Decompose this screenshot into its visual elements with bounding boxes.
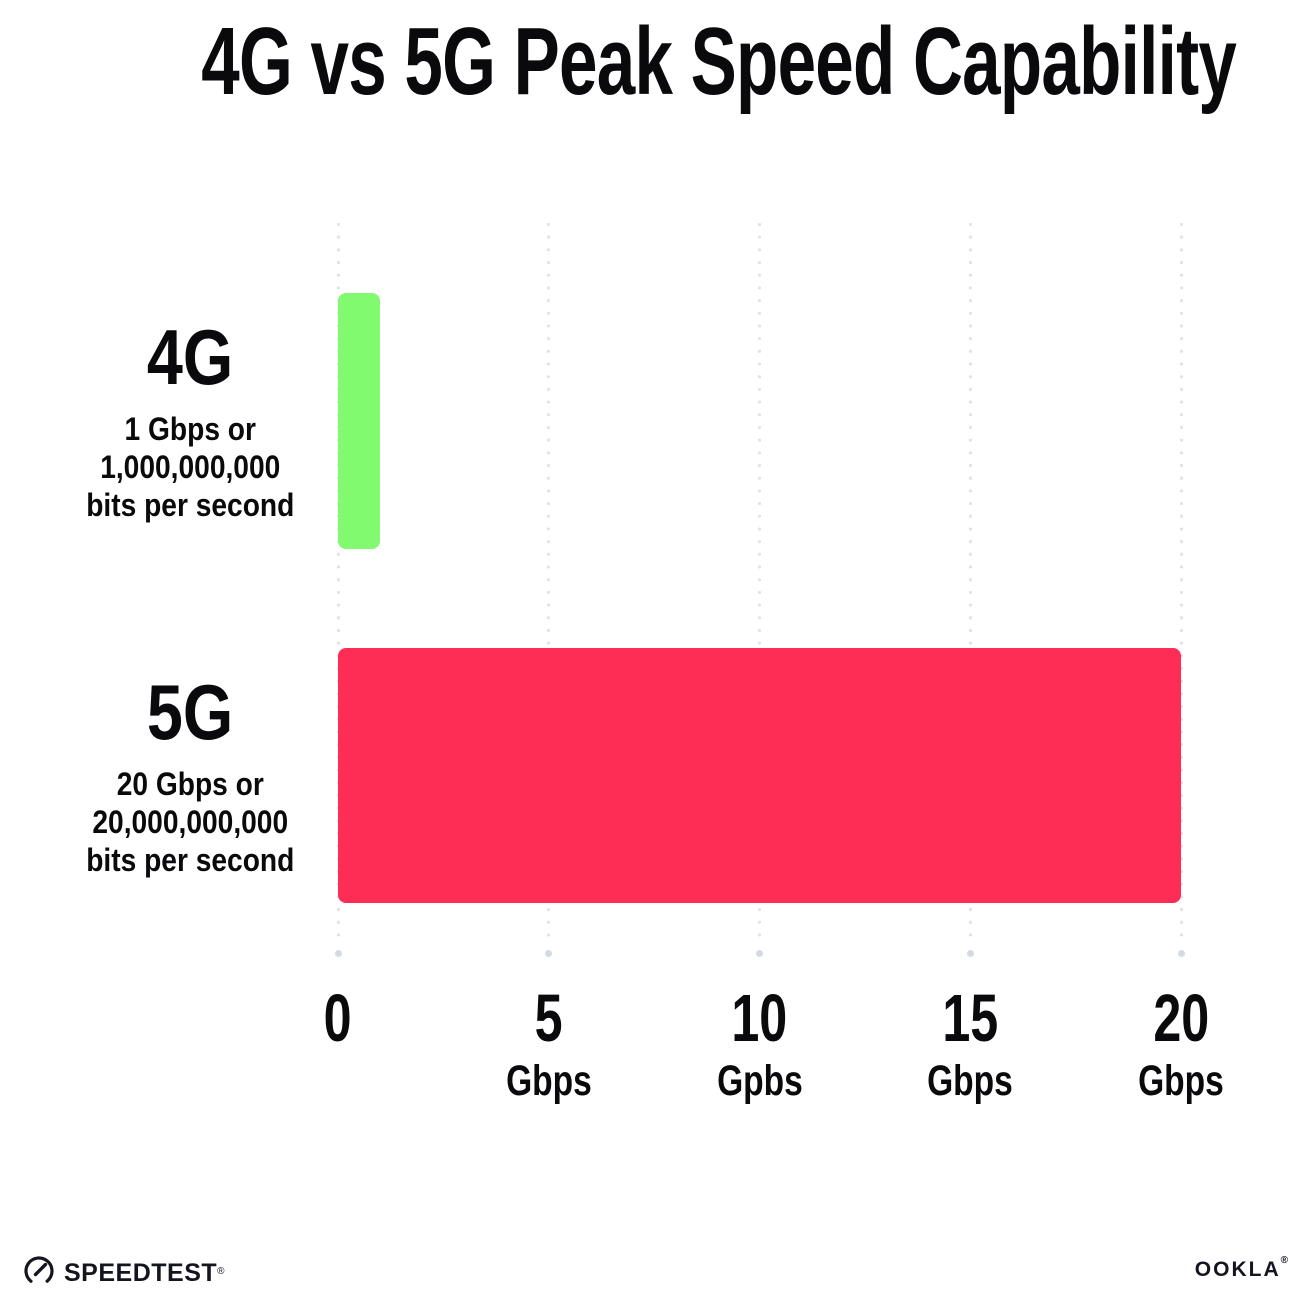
chart-title: 4G vs 5G Peak Speed Capability — [201, 8, 1237, 115]
x-tick-unit: Gpbs — [645, 1058, 875, 1104]
category-sublabel-line-2: bits per second — [85, 841, 295, 878]
bar-4g — [338, 293, 380, 549]
x-tick-15: 15 Gbps — [855, 981, 1085, 1104]
x-tick-value-text: 10 — [731, 981, 788, 1056]
x-tick-5: 5 Gbps — [434, 981, 664, 1104]
x-tick-value-text: 15 — [942, 981, 999, 1056]
gridline-end-dot-5 — [545, 950, 553, 957]
x-tick-unit: Gbps — [1066, 1058, 1296, 1104]
x-tick-value: 20 — [1066, 981, 1296, 1056]
category-sublabel-4g: 1 Gbps or 1,000,000,000 bits per second — [72, 410, 309, 524]
x-tick-unit-text: Gbps — [927, 1057, 1014, 1105]
x-tick-value-text: 20 — [1153, 981, 1209, 1056]
category-name-text: 4G — [146, 313, 234, 401]
bar-5g — [338, 648, 1181, 903]
gridline-10 — [758, 223, 761, 941]
category-name-4g: 4G — [138, 318, 242, 396]
x-tick-value: 10 — [645, 981, 875, 1056]
category-label-4g: 4G 1 Gbps or 1,000,000,000 bits per second — [40, 293, 340, 549]
x-tick-unit: Gbps — [434, 1058, 664, 1104]
speedtest-label: SPEEDTEST — [64, 1259, 218, 1287]
category-name-text: 5G — [146, 667, 234, 756]
category-sublabel-line-1: 20,000,000,000 — [92, 803, 288, 840]
gridline-end-dot-0 — [334, 950, 342, 957]
category-sublabel-line-2: bits per second — [85, 487, 295, 523]
category-sublabel-line-0: 1 Gbps or — [124, 411, 256, 447]
x-tick-value: 15 — [855, 981, 1085, 1056]
registered-mark: ® — [217, 1265, 225, 1277]
x-tick-unit: Gbps — [855, 1058, 1085, 1104]
gridline-15 — [968, 223, 972, 941]
x-tick-20: 20 Gbps — [1066, 981, 1296, 1104]
category-sublabel-line-1: 1,000,000,000 — [99, 449, 281, 485]
category-sublabel-5g: 20 Gbps or 20,000,000,000 bits per second — [72, 765, 309, 879]
gridline-0 — [336, 223, 340, 941]
speedtest-logo: SPEEDTEST ® — [22, 1254, 225, 1293]
x-tick-value-text: 0 — [324, 981, 352, 1056]
category-sublabel-line-0: 20 Gbps or — [116, 765, 264, 802]
x-tick-value: 5 — [434, 981, 664, 1056]
x-tick-value-text: 5 — [534, 981, 563, 1056]
x-tick-value: 0 — [223, 981, 453, 1056]
category-label-5g: 5G 20 Gbps or 20,000,000,000 bits per secon… — [40, 648, 340, 903]
gridline-20 — [1179, 223, 1183, 941]
x-tick-unit-text: Gpbs — [716, 1057, 803, 1105]
registered-mark: ® — [1280, 1255, 1290, 1266]
ookla-label: OOKLA — [1194, 1258, 1281, 1281]
x-tick-10: 10 Gpbs — [645, 981, 875, 1104]
speedtest-gauge-icon — [22, 1254, 56, 1293]
gridline-end-dot-10 — [756, 950, 763, 957]
ookla-logo: OOKLA® — [1194, 1255, 1290, 1282]
x-tick-unit-text: Gbps — [505, 1057, 592, 1105]
category-name-5g: 5G — [138, 673, 242, 751]
gridline-end-dot-15 — [966, 950, 974, 957]
x-tick-unit-text: Gbps — [1138, 1057, 1224, 1105]
gridline-5 — [547, 223, 551, 941]
gridline-end-dot-20 — [1177, 950, 1185, 957]
x-tick-0: 0 — [223, 981, 453, 1056]
